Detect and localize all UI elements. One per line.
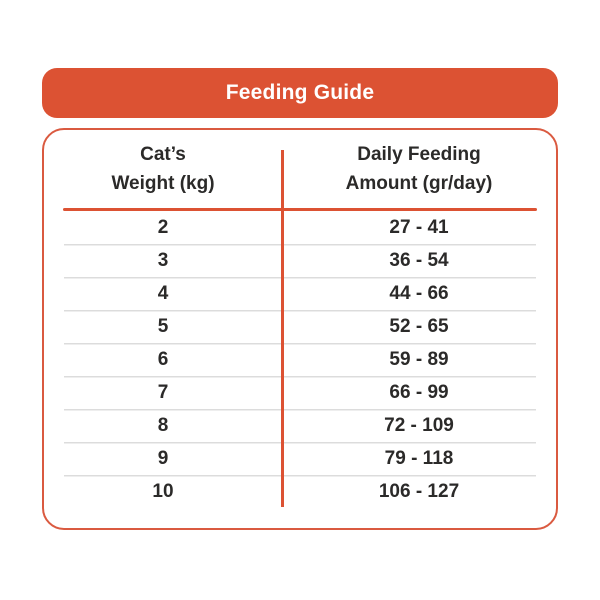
amount-cell: 66 - 99: [389, 381, 449, 403]
column-header-weight-line2: Weight (kg): [111, 173, 215, 194]
table-row: 8 72 - 109: [44, 409, 556, 442]
weight-cell: 3: [157, 249, 169, 271]
column-header-weight: Cat’s Weight (kg): [44, 140, 282, 199]
amount-cell: 72 - 109: [384, 414, 454, 436]
feeding-guide-table: Cat’s Weight (kg) Daily Feeding Amount (…: [42, 128, 558, 530]
column-header-amount: Daily Feeding Amount (gr/day): [282, 140, 556, 199]
amount-cell: 59 - 89: [389, 348, 449, 370]
weight-cell: 4: [157, 282, 169, 304]
table-row: 10 106 - 127: [44, 475, 556, 508]
weight-cell: 6: [157, 348, 169, 370]
table-row: 9 79 - 118: [44, 442, 556, 475]
table-row: 4 44 - 66: [44, 277, 556, 310]
table-row: 7 66 - 99: [44, 376, 556, 409]
column-header-weight-line1: Cat’s: [140, 143, 186, 165]
amount-cell: 106 - 127: [378, 480, 460, 502]
table-row: 6 59 - 89: [44, 343, 556, 376]
column-header-amount-line2: Amount (gr/day): [345, 173, 493, 194]
amount-cell: 44 - 66: [389, 282, 449, 304]
column-header-amount-line1: Daily Feeding: [357, 143, 481, 165]
weight-cell: 9: [157, 447, 169, 469]
table-row: 5 52 - 65: [44, 310, 556, 343]
page-title: Feeding Guide: [225, 81, 375, 104]
feeding-guide-banner: Feeding Guide: [42, 68, 558, 118]
header-underline: [63, 208, 537, 211]
weight-cell: 2: [157, 216, 169, 238]
table-body: 2 27 - 41 3 36 - 54 4 44 - 66 5 52 - 65 …: [44, 211, 556, 508]
amount-cell: 36 - 54: [389, 249, 449, 271]
amount-cell: 79 - 118: [384, 447, 454, 469]
weight-cell: 10: [152, 480, 174, 502]
table-row: 3 36 - 54: [44, 244, 556, 277]
amount-cell: 52 - 65: [389, 315, 449, 337]
table-row: 2 27 - 41: [44, 211, 556, 244]
table-header-row: Cat’s Weight (kg) Daily Feeding Amount (…: [44, 130, 556, 208]
weight-cell: 7: [157, 381, 169, 403]
weight-cell: 5: [157, 315, 169, 337]
amount-cell: 27 - 41: [389, 216, 449, 238]
weight-cell: 8: [157, 414, 169, 436]
column-divider: [281, 150, 284, 507]
